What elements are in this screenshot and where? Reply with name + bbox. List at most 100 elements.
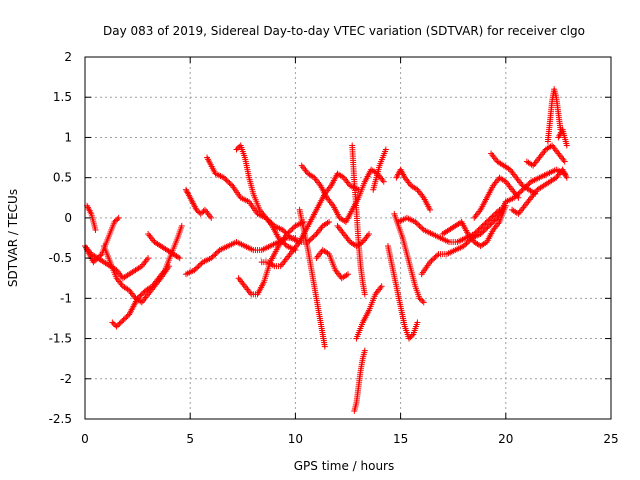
y-tick-label: -2.5 [49,412,72,426]
y-tick-label: 2 [64,50,72,64]
data-point [109,319,116,326]
data-point [434,252,441,259]
data-point [326,218,333,225]
data-point [380,178,387,185]
data-point [220,174,227,181]
data-point [416,295,423,302]
data-point [481,221,488,228]
data-point [478,224,485,231]
data-point [490,218,497,225]
data-point [234,145,241,152]
data-point [483,218,490,225]
data-point [479,222,486,229]
data-point [420,299,427,306]
data-point [176,255,183,262]
data-point [114,322,121,329]
y-tick-label: 1 [64,130,72,144]
data-point [283,230,290,237]
data-point [290,224,297,231]
data-point [515,190,522,197]
y-tick-label: -1.5 [49,332,72,346]
data-point [480,228,487,235]
data-point [476,225,483,232]
data-point [136,293,143,300]
data-point [288,226,295,233]
data-point [561,158,568,165]
data-point [113,323,120,330]
data-point [419,298,426,305]
data-point [428,257,435,264]
plot-frame [84,56,612,420]
x-tick-label: 15 [393,432,408,446]
data-point [518,188,525,195]
data-point [286,233,293,240]
x-tick-label: 10 [288,432,303,446]
data-point [306,237,313,244]
data-point [199,209,206,216]
data-point [193,206,200,213]
data-point [285,229,292,236]
data-point [415,221,422,228]
data-point [120,316,127,323]
x-tick-labels: 0 5 10 15 20 25 [81,432,618,446]
y-axis-label: SDTVAR / TECUs [6,189,20,287]
data-point [407,334,414,341]
data-point [233,146,240,153]
data-point [484,224,491,231]
data-point [111,218,118,225]
data-point [427,259,434,266]
data-point [275,235,282,241]
data-point [110,320,117,327]
data-point [197,210,204,217]
data-point [366,230,373,237]
data-point [485,217,492,224]
data-point [310,233,317,240]
data-point [432,253,439,260]
data-point [429,256,436,263]
data-point [321,343,328,350]
data-point [137,292,144,299]
y-tick-label: -0.5 [49,251,72,265]
data-point [114,216,121,223]
data-point [464,239,471,246]
data-point [211,252,218,259]
data-point [138,291,145,298]
data-point [521,185,528,192]
data-point [514,192,521,199]
data-point [525,181,532,188]
data-point [209,253,216,260]
data-point [417,224,424,231]
x-tick-label: 25 [603,432,618,446]
data-point [490,212,497,219]
data-point [195,263,202,270]
data-point [178,222,185,229]
data-point [481,226,488,233]
data-point [488,220,495,227]
data-point [563,174,570,181]
data-point [483,225,490,232]
data-point [282,241,289,248]
chart-title: Day 083 of 2019, Sidereal Day-to-day VTE… [103,24,585,38]
data-point [145,255,152,262]
data-point [563,142,570,149]
data-point [431,255,438,262]
data-point [413,220,420,227]
data-point [427,206,434,213]
data-point [225,178,232,185]
data-point [286,228,293,235]
data-point [414,319,421,326]
axis-ticks [84,56,612,420]
data-point [140,289,147,296]
data-point [462,241,469,248]
data-point [134,295,141,302]
data-point [519,186,526,193]
data-point [408,332,415,339]
x-tick-label: 0 [81,432,89,446]
data-point [489,213,496,220]
data-point [213,249,220,256]
data-point [486,216,493,223]
data-points [82,86,570,414]
data-point [116,320,123,327]
data-point [183,188,190,195]
data-point [406,335,413,342]
